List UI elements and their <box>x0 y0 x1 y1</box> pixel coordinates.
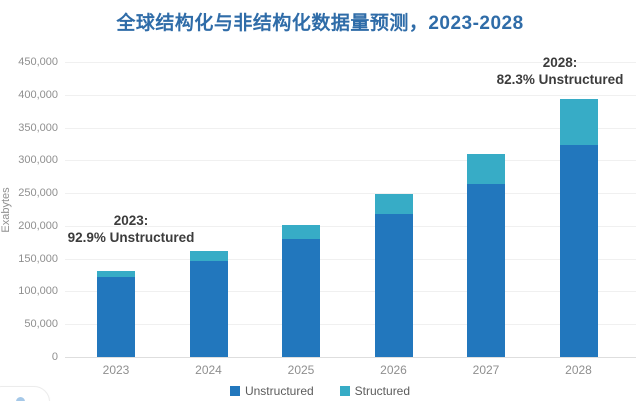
bar-2024-structured[interactable] <box>189 250 228 261</box>
gridline <box>65 193 636 195</box>
annotation-2028-value: 82.3% Unstructured <box>496 72 624 87</box>
y-tick-label: 50,000 <box>24 318 58 331</box>
bar-2026-structured[interactable] <box>374 193 413 215</box>
bar-2026[interactable] <box>374 193 413 357</box>
bar-2025[interactable] <box>282 225 320 357</box>
x-tick-label-2025: 2025 <box>287 363 315 377</box>
legend-item-unstructured: Unstructured <box>229 384 314 398</box>
x-tick-label-2027: 2027 <box>472 363 500 377</box>
annotation-2023: 2023: 92.9% Unstructured <box>41 212 221 246</box>
gridline <box>65 160 636 162</box>
legend-label-structured: Structured <box>354 384 411 398</box>
gridline <box>65 62 636 63</box>
cutoff-widget-dot-icon <box>16 397 25 401</box>
legend-item-structured: Structured <box>339 384 411 398</box>
bar-2028-structured[interactable] <box>559 99 598 145</box>
bar-2027[interactable] <box>467 153 505 357</box>
bar-2027-structured[interactable] <box>467 153 505 184</box>
bar-2023[interactable] <box>97 271 135 357</box>
cutoff-floating-widget[interactable] <box>0 386 50 401</box>
y-tick-label: 450,000 <box>18 56 58 68</box>
y-tick-label: 100,000 <box>18 285 58 298</box>
x-tick-label-2023: 2023 <box>102 363 130 377</box>
y-tick-label: 200,000 <box>18 219 58 232</box>
annotation-2023-year: 2023: <box>113 213 149 228</box>
unstructured-swatch-icon <box>229 386 240 396</box>
y-tick-label: 350,000 <box>18 121 58 134</box>
y-tick-label: 300,000 <box>18 154 58 167</box>
y-tick-label: 150,000 <box>18 252 58 265</box>
chart-legend: Unstructured Structured <box>0 384 640 398</box>
y-tick-label: 250,000 <box>18 187 58 200</box>
bar-2026-unstructured[interactable] <box>374 214 413 357</box>
bar-2027-unstructured[interactable] <box>467 183 505 357</box>
bar-2025-structured[interactable] <box>282 225 320 239</box>
legend-label-unstructured: Unstructured <box>244 384 314 398</box>
x-tick-label-2028: 2028 <box>565 363 592 377</box>
annotation-2028: 2028: 82.3% Unstructured <box>470 54 640 88</box>
y-axis-label: Exabytes <box>0 187 12 233</box>
gridline <box>65 258 636 260</box>
annotation-2023-value: 92.9% Unstructured <box>67 230 195 245</box>
bar-2025-unstructured[interactable] <box>282 239 320 357</box>
bar-2023-structured[interactable] <box>97 271 135 278</box>
gridline <box>65 357 636 358</box>
x-tick-label-2026: 2026 <box>380 363 407 377</box>
gridline <box>65 291 636 293</box>
y-tick-label: 400,000 <box>18 88 58 101</box>
structured-swatch-icon <box>339 386 350 396</box>
annotation-2028-year: 2028: <box>542 55 578 70</box>
gridline <box>65 94 636 96</box>
bar-2028[interactable] <box>559 99 598 357</box>
gridline <box>65 225 636 227</box>
bar-2023-unstructured[interactable] <box>97 277 135 357</box>
gridline <box>65 127 636 129</box>
bar-2024-unstructured[interactable] <box>189 260 228 357</box>
chart-title: 全球结构化与非结构化数据量预测，2023-2028 <box>116 13 524 34</box>
gridline <box>65 324 636 326</box>
x-tick-label-2024: 2024 <box>195 363 222 377</box>
bar-2028-unstructured[interactable] <box>559 145 598 357</box>
y-tick-label: 0 <box>51 351 58 363</box>
bar-2024[interactable] <box>189 250 228 357</box>
